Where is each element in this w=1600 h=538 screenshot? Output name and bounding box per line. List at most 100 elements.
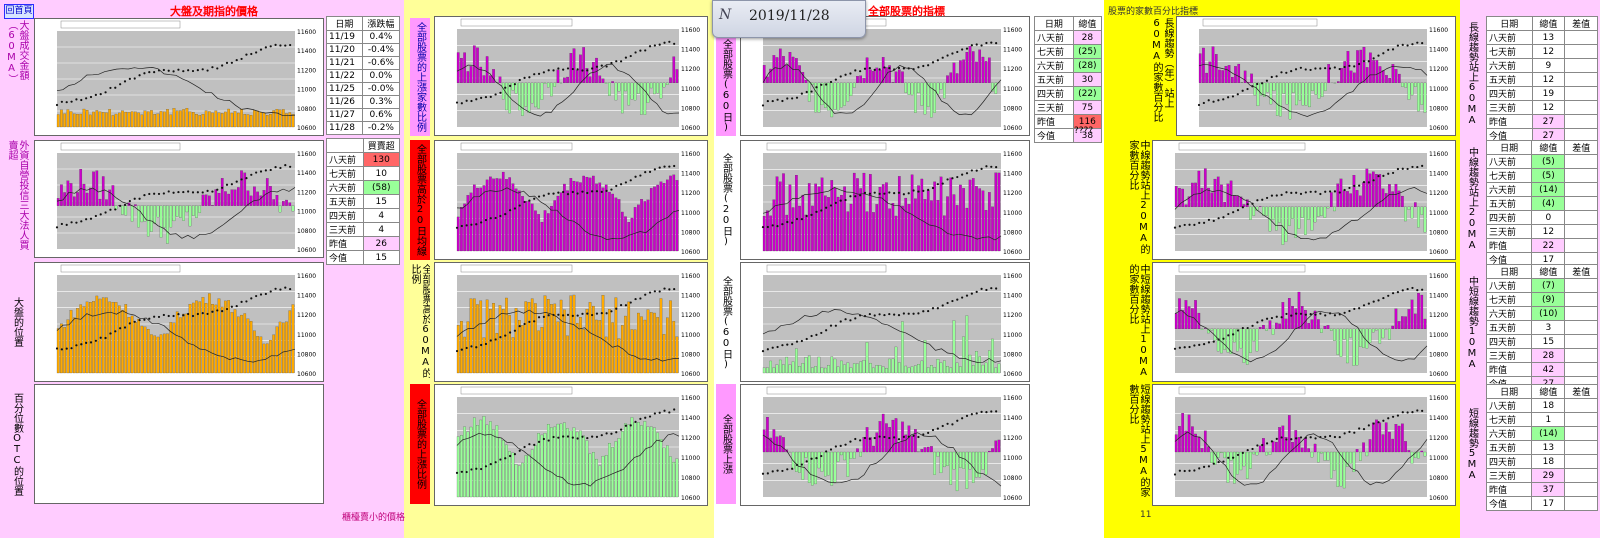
bar (1375, 60, 1379, 83)
index-point (1275, 315, 1278, 318)
index-point (776, 225, 779, 228)
chart-midright-4: 11600 11400 11200 11000 10800 10600 (740, 384, 1030, 506)
table-cell: 18 (1531, 454, 1566, 469)
bar (540, 221, 544, 252)
bar (269, 186, 272, 206)
bar (582, 47, 585, 83)
index-point (1348, 186, 1351, 190)
bar (1346, 191, 1349, 207)
index-point (1256, 82, 1259, 86)
bar (968, 179, 972, 252)
index-point (206, 312, 209, 316)
bar (997, 439, 1001, 453)
bar (798, 366, 801, 374)
table-row: 四天前 4 (326, 208, 400, 223)
tick-label: 11000 (681, 210, 700, 217)
bar (640, 316, 643, 374)
label-left-row1: 大盤成交金額（60MA） (6, 20, 28, 84)
bar (782, 364, 785, 374)
index-point (1212, 462, 1215, 465)
bar (592, 175, 595, 252)
index-point (1348, 430, 1351, 433)
bar (98, 298, 102, 374)
index-point (619, 60, 623, 63)
index-point (1261, 443, 1264, 447)
bar (89, 302, 92, 374)
bar (492, 429, 495, 498)
bar (869, 174, 872, 252)
bar (891, 419, 895, 453)
bar (981, 364, 985, 374)
index-point (1202, 221, 1206, 224)
bar (259, 112, 263, 128)
index-point (191, 191, 195, 194)
table-cell: 八天前 (1485, 398, 1533, 413)
bar (1181, 310, 1184, 329)
index-point (1367, 302, 1370, 305)
bar (611, 322, 614, 374)
index-point (1178, 346, 1181, 349)
bar (508, 451, 511, 498)
index-point (1193, 344, 1196, 347)
index-point (537, 72, 541, 75)
bar (1304, 310, 1307, 329)
bar (849, 203, 853, 252)
table-row: 今值 15 (326, 250, 400, 265)
label-midright-row4: 全部股票上漲 (716, 384, 736, 504)
index-point (157, 315, 161, 319)
index-point (766, 472, 769, 475)
index-point (1382, 174, 1385, 177)
table-cell: 4 (362, 222, 400, 237)
index-point (196, 69, 199, 72)
bar (530, 298, 534, 374)
bar (862, 78, 866, 84)
bar (801, 451, 805, 480)
bar (1268, 451, 1272, 455)
bar (959, 451, 962, 468)
bar (930, 365, 933, 374)
bar (914, 82, 917, 113)
bar (1275, 206, 1278, 231)
index-point (980, 167, 983, 170)
index-point (259, 48, 263, 51)
bar (662, 447, 666, 498)
index-point (94, 339, 97, 342)
index-point (854, 69, 857, 72)
date-overlay[interactable]: N 2019/11/28 (712, 0, 866, 38)
bar (159, 111, 163, 128)
table-cell: 八天前 (1034, 30, 1074, 45)
bar (968, 354, 972, 374)
bar (1200, 188, 1204, 207)
index-point (980, 410, 983, 413)
tick-label: 11400 (1429, 171, 1448, 178)
bar (943, 451, 946, 468)
index-point (552, 69, 555, 72)
bar (175, 205, 179, 217)
bar (595, 319, 598, 374)
bar (872, 445, 875, 453)
index-point (89, 217, 93, 220)
bar (1178, 298, 1181, 330)
table-cell: 五天前 (1485, 196, 1533, 211)
bar (95, 295, 99, 374)
index-point (639, 417, 642, 420)
bar (888, 427, 891, 453)
bar (952, 194, 956, 252)
tick-label: 11400 (1429, 415, 1448, 422)
bar (540, 327, 544, 374)
index-point (504, 334, 507, 337)
index-point (172, 314, 175, 318)
bar (534, 303, 537, 374)
bar (1295, 82, 1298, 106)
ma-line (1174, 187, 1428, 241)
home-button[interactable]: 回首頁 (4, 4, 34, 19)
bar (527, 82, 531, 113)
table-cell (1564, 306, 1598, 321)
bar (926, 82, 930, 107)
index-point (1294, 68, 1298, 71)
index-point (644, 170, 647, 174)
label-farright-row3: 中短線趨勢10MA (1466, 276, 1478, 370)
bar (1326, 451, 1330, 461)
bar (530, 82, 534, 104)
bar (1404, 441, 1407, 453)
